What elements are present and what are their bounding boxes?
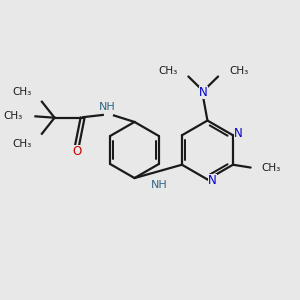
- Text: N: N: [234, 128, 242, 140]
- Text: O: O: [72, 146, 82, 158]
- Text: N: N: [208, 174, 217, 188]
- Text: CH₃: CH₃: [12, 87, 32, 97]
- Text: NH: NH: [151, 180, 168, 190]
- Text: CH₃: CH₃: [3, 111, 22, 121]
- Text: CH₃: CH₃: [12, 139, 32, 149]
- Text: N: N: [199, 86, 208, 99]
- Text: NH: NH: [99, 102, 116, 112]
- Text: CH₃: CH₃: [261, 163, 280, 172]
- Text: CH₃: CH₃: [158, 66, 177, 76]
- Text: CH₃: CH₃: [229, 66, 249, 76]
